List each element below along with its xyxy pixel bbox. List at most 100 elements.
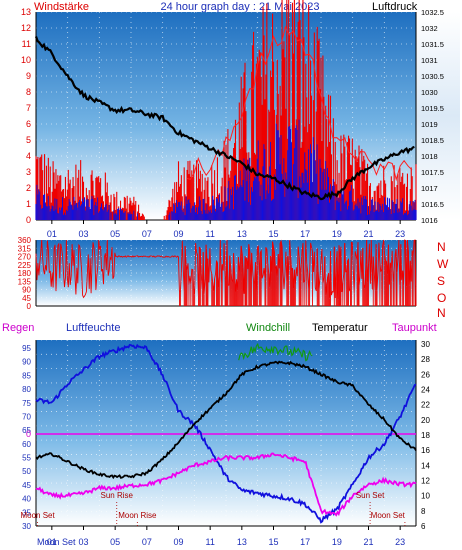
compass-n-top: N — [437, 240, 446, 254]
wind-x-tick-label: 19 — [332, 229, 342, 239]
temperature-y-tick-label: 8 — [421, 507, 426, 516]
windchill-line — [238, 342, 313, 362]
pressure-y-tick-label: 1019 — [421, 120, 438, 129]
humidity-label: Luftfeuchte — [66, 322, 120, 334]
compass-labels: N W S O N — [437, 240, 449, 320]
climate-x-tick-label: 05 — [110, 537, 120, 547]
wind-y-tick-label: 8 — [26, 87, 31, 97]
wind-y-tick-label: 4 — [26, 151, 31, 161]
humidity-y-tick-label: 85 — [22, 371, 31, 380]
labels: 0101030305050707090911111313151517171919… — [18, 7, 444, 547]
compass-s: S — [437, 274, 445, 288]
compass-n-bottom: N — [437, 306, 446, 320]
pressure-y-tick-label: 1032.5 — [421, 8, 444, 17]
wind-y-tick-label: 10 — [21, 55, 31, 65]
wind-x-tick-label: 21 — [363, 229, 373, 239]
pressure-y-tick-label: 1031.5 — [421, 40, 444, 49]
climate-x-tick-label: 13 — [237, 537, 247, 547]
wind-y-tick-label: 6 — [26, 119, 31, 129]
pressure-y-tick-label: 1016.5 — [421, 200, 444, 209]
event-label: Moon Rise — [118, 511, 157, 520]
event-label: Moon Set — [371, 511, 406, 520]
direction-line — [35, 239, 417, 300]
wind-x-tick-label: 17 — [300, 229, 310, 239]
wind-y-tick-label: 11 — [22, 39, 31, 49]
wind-x-tick-label: 01 — [47, 229, 57, 239]
wind-x-tick-label: 07 — [142, 229, 152, 239]
dewpoint-line — [35, 452, 417, 517]
humidity-y-tick-label: 90 — [22, 358, 31, 367]
wind-y-tick-label: 2 — [26, 183, 31, 193]
event-label: Sun Rise — [101, 491, 134, 500]
direction-y-tick-label: 180 — [18, 269, 32, 278]
temperature-y-tick-label: 24 — [421, 386, 430, 395]
humidity-y-tick-label: 50 — [22, 467, 31, 476]
wind-y-tick-label: 12 — [21, 23, 31, 33]
wind-x-tick-label: 09 — [173, 229, 183, 239]
compass-w: W — [437, 257, 449, 271]
pressure-y-tick-label: 1032 — [421, 24, 438, 33]
humidity-y-tick-label: 30 — [22, 522, 31, 531]
humidity-y-tick-label: 45 — [22, 481, 31, 490]
pressure-line — [34, 36, 415, 201]
wind-y-tick-label: 13 — [21, 7, 31, 17]
temperature-y-tick-label: 28 — [421, 355, 430, 364]
temperature-y-tick-label: 18 — [421, 431, 430, 440]
wind-x-tick-label: 13 — [237, 229, 247, 239]
pressure-y-tick-label: 1017.5 — [421, 168, 444, 177]
humidity-y-tick-label: 40 — [22, 495, 31, 504]
wind-y-tick-label: 1 — [26, 199, 31, 209]
direction-y-tick-label: 45 — [22, 294, 31, 303]
temperature-y-tick-label: 22 — [421, 401, 430, 410]
climate-x-tick-label: 19 — [332, 537, 342, 547]
temperature-y-tick-label: 26 — [421, 370, 430, 379]
pressure-y-tick-label: 1018.5 — [421, 136, 444, 145]
chart-title: 24 hour graph day : 21 Mai 2023 — [160, 1, 319, 13]
pressure-y-tick-label: 1019.5 — [421, 104, 444, 113]
wind-gust-trace — [186, 25, 413, 182]
climate-x-tick-label: 09 — [173, 537, 183, 547]
windchill-label: Windchill — [246, 322, 290, 334]
climate-x-tick-label: 23 — [395, 537, 405, 547]
temperature-y-tick-label: 16 — [421, 446, 430, 455]
temperature-y-tick-label: 20 — [421, 416, 430, 425]
direction-y-tick-label: 90 — [22, 286, 31, 295]
direction-y-tick-label: 315 — [18, 244, 32, 253]
humidity-y-tick-label: 70 — [22, 412, 31, 421]
temperature-y-tick-label: 10 — [421, 492, 430, 501]
climate-x-tick-label: 21 — [363, 537, 373, 547]
humidity-y-tick-label: 35 — [22, 508, 31, 517]
humidity-y-tick-label: 75 — [22, 399, 31, 408]
direction-y-tick-label: 135 — [18, 277, 32, 286]
pressure-y-tick-label: 1017 — [421, 184, 438, 193]
climate-x-tick-label: 03 — [78, 537, 88, 547]
humidity-y-tick-label: 65 — [22, 426, 31, 435]
wind-axis-title: Windstärke — [34, 1, 89, 13]
wind-y-tick-label: 0 — [26, 215, 31, 225]
temperature-y-tick-label: 12 — [421, 477, 430, 486]
humidity-y-tick-label: 55 — [22, 454, 31, 463]
wind-x-tick-label: 15 — [268, 229, 278, 239]
temperature-y-tick-label: 14 — [421, 461, 430, 470]
wind-y-tick-label: 5 — [26, 135, 31, 145]
climate-x-tick-label: 15 — [268, 537, 278, 547]
wind-y-tick-label: 3 — [26, 167, 31, 177]
humidity-y-tick-label: 80 — [22, 385, 31, 394]
humidity-y-tick-label: 95 — [22, 344, 31, 353]
event-label: Moon Set — [20, 511, 55, 520]
compass-o: O — [437, 291, 446, 305]
rain-zero-label: 0 — [26, 429, 31, 439]
wind-x-tick-label: 23 — [395, 229, 405, 239]
wind-y-tick-label: 7 — [26, 103, 31, 113]
pressure-axis-title: Luftdruck — [372, 1, 418, 13]
wind-x-tick-label: 05 — [110, 229, 120, 239]
climate-x-tick-label: 17 — [300, 537, 310, 547]
climate-x-tick-label: 07 — [142, 537, 152, 547]
temperature-y-tick-label: 6 — [421, 522, 426, 531]
pressure-y-tick-label: 1018 — [421, 152, 438, 161]
bottom-moon-set-label: Moon Set — [37, 537, 76, 547]
pressure-y-tick-label: 1030 — [421, 88, 438, 97]
climate-x-tick-label: 11 — [205, 537, 214, 547]
temperature-line — [35, 360, 417, 480]
climate-x-tick-label: 01 — [47, 537, 57, 547]
